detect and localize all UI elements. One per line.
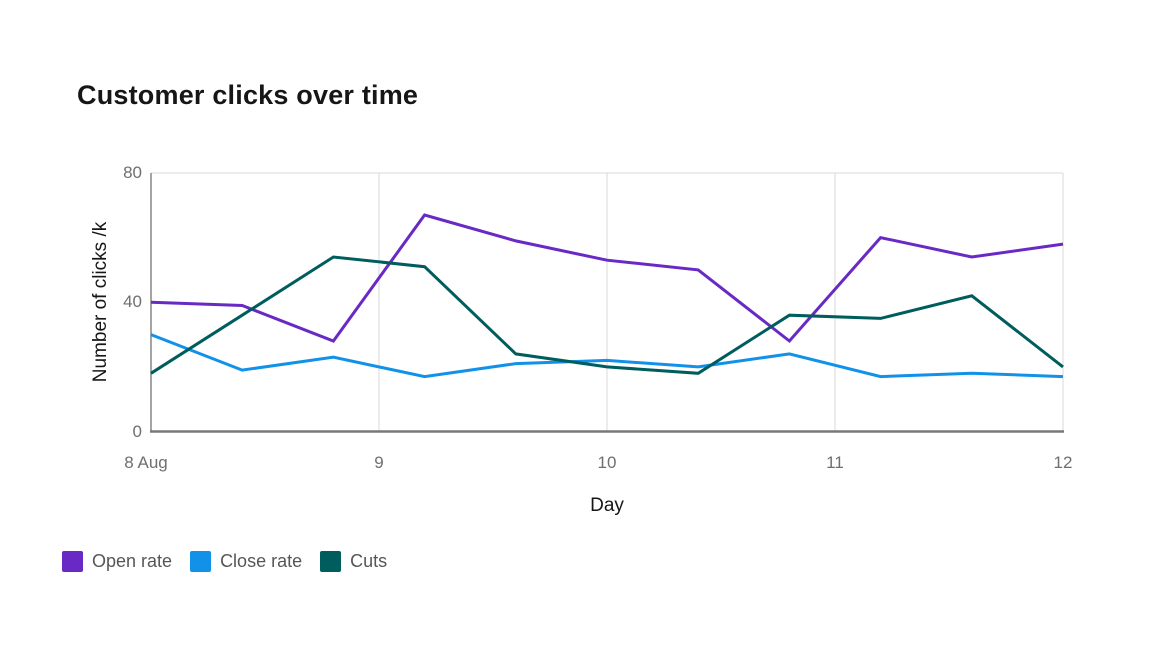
x-tick-label: 12	[1053, 453, 1073, 472]
series-line-open-rate[interactable]	[150, 213, 1064, 344]
y-tick-label: 40	[123, 292, 142, 312]
x-tick-label: 8 Aug	[124, 453, 168, 472]
x-tick-label: 11	[826, 453, 844, 472]
y-tick-label: 0	[132, 421, 142, 441]
legend-swatch-icon	[190, 550, 212, 572]
chart-legend: Open rate Close rate Cuts	[62, 550, 387, 572]
series-line-cuts[interactable]	[150, 255, 1064, 375]
series-line-close-rate[interactable]	[150, 333, 1064, 379]
legend-item-open-rate[interactable]: Open rate	[62, 550, 172, 572]
legend-item-cuts[interactable]: Cuts	[320, 550, 387, 572]
legend-label: Open rate	[92, 551, 173, 571]
x-axis-title: Day	[590, 495, 624, 516]
x-tick-label: 9	[374, 453, 384, 472]
x-tick-label: 10	[597, 453, 617, 472]
legend-label: Close rate	[220, 551, 303, 571]
chart-title: Customer clicks over time	[77, 80, 419, 110]
y-tick-label: 80	[123, 163, 142, 182]
legend-swatch-icon	[62, 550, 83, 572]
legend-label: Cuts	[350, 551, 388, 571]
legend-swatch-icon	[320, 550, 342, 572]
legend-item-close-rate[interactable]: Close rate	[190, 550, 302, 572]
